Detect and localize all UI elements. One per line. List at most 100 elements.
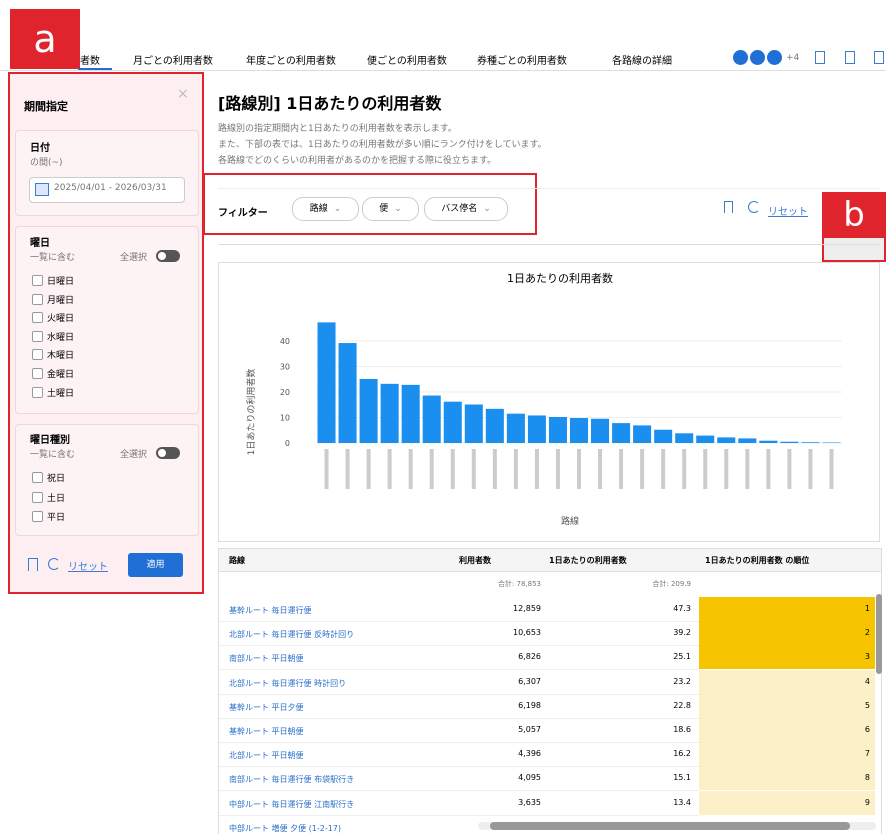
- table-cell: 6: [864, 725, 870, 734]
- bar: [696, 435, 715, 443]
- description-line: 各路線でどのくらいの利用者があるのかを把握する際に役立ちます。: [218, 156, 497, 166]
- table-cell: 23.2: [673, 676, 691, 686]
- v-scrollbar[interactable]: [876, 594, 882, 674]
- checkbox-label: 祝日: [47, 474, 66, 484]
- x-tick-label-placeholder: [471, 449, 476, 489]
- refresh-icon[interactable]: [48, 558, 60, 570]
- bar: [317, 322, 336, 443]
- nav-icon[interactable]: [815, 51, 825, 64]
- description-line: 路線別の指定期間内と1日あたりの利用者数を表示します。: [218, 124, 457, 134]
- nav-icon[interactable]: [874, 51, 884, 64]
- checkbox[interactable]: [32, 312, 43, 324]
- table-cell: 8: [864, 773, 870, 783]
- column-header[interactable]: 1日あたりの利用者数: [549, 556, 627, 565]
- table-cell: 12,859: [513, 604, 541, 613]
- table-cell: 1: [864, 604, 870, 613]
- bar: [506, 413, 525, 443]
- label-a: a: [10, 9, 80, 69]
- x-tick-label-placeholder: [703, 449, 708, 489]
- total-per-day: 合計: 209.9: [652, 580, 691, 588]
- rank-cell: [699, 669, 875, 694]
- weekday-select-all: 全選択: [120, 253, 148, 263]
- bar: [401, 384, 420, 443]
- divider: [218, 188, 880, 189]
- route-link[interactable]: 中部ルート 毎日運行便 江南駅行き: [229, 799, 355, 809]
- nav-tab[interactable]: 券種ごとの利用者数: [477, 56, 567, 67]
- row-divider: [219, 814, 699, 816]
- nav-icon[interactable]: [845, 51, 855, 64]
- filter-bookmark[interactable]: [724, 201, 733, 213]
- bar: [801, 442, 820, 443]
- bar: [422, 395, 441, 443]
- daytype-select-all: 全選択: [120, 450, 148, 460]
- bar: [485, 408, 504, 443]
- checkbox-label: 平日: [47, 513, 66, 523]
- nav-tab[interactable]: 年度ごとの利用者数: [246, 56, 336, 67]
- row-divider: [219, 669, 699, 671]
- table-cell: 3: [864, 652, 870, 662]
- sidebar-reset[interactable]: リセット: [68, 562, 108, 573]
- route-link[interactable]: 基幹ルート 毎日運行便: [229, 606, 312, 615]
- nav-tab[interactable]: 者数: [80, 56, 100, 67]
- date-input[interactable]: [29, 177, 185, 203]
- daytype-card: [15, 424, 199, 536]
- checkbox[interactable]: [32, 349, 43, 361]
- filter-chip[interactable]: バス停名 ⌄: [424, 197, 508, 221]
- nav-tab[interactable]: 各路線の詳細: [612, 56, 672, 67]
- filter-chip[interactable]: 路線 ⌄: [292, 197, 359, 221]
- chip-caret: ⌄: [333, 204, 342, 214]
- x-tick-label-placeholder: [429, 449, 434, 489]
- daytype-toggle[interactable]: [156, 447, 180, 459]
- column-header[interactable]: 1日あたりの利用者数 の順位: [705, 556, 810, 565]
- checkbox[interactable]: [32, 472, 43, 483]
- nav-tab[interactable]: 月ごとの利用者数: [133, 56, 213, 67]
- route-link[interactable]: 中部ルート 増便 夕便 (1-2-17): [229, 823, 342, 833]
- route-link[interactable]: 北部ルート 毎日運行便 時計回り: [229, 678, 347, 688]
- label-b: b: [822, 192, 886, 238]
- checkbox[interactable]: [32, 293, 43, 305]
- column-header[interactable]: 利用者数: [459, 556, 491, 565]
- weekday-label: 曜日: [30, 238, 50, 249]
- apply-button[interactable]: 適用: [128, 553, 183, 577]
- route-link[interactable]: 南部ルート 毎日運行便 布袋駅行き: [229, 775, 355, 785]
- table-cell: 25.1: [673, 652, 691, 662]
- panel-controls[interactable]: [822, 236, 886, 262]
- filter-reset[interactable]: リセット: [768, 207, 808, 218]
- route-link[interactable]: 基幹ルート 平日夕便: [229, 702, 304, 712]
- route-link[interactable]: 北部ルート 毎日運行便 反時計回り: [229, 630, 355, 640]
- checkbox-label: 金曜日: [47, 370, 75, 380]
- description-line: また、下部の表では、1日あたりの利用者数が多い順にランク付けをしています。: [218, 140, 547, 150]
- bar: [338, 343, 357, 443]
- route-link[interactable]: 南部ルート 平日朝便: [229, 654, 304, 664]
- table-cell: 6,307: [518, 676, 541, 686]
- checkbox[interactable]: [32, 275, 43, 286]
- date-hint: の間(~): [30, 158, 63, 168]
- filter-refresh[interactable]: [748, 201, 760, 213]
- close-icon[interactable]: ×: [177, 86, 189, 102]
- h-scrollbar[interactable]: [478, 822, 876, 830]
- table-cell: 4,396: [518, 749, 541, 759]
- checkbox[interactable]: [32, 368, 43, 379]
- bookmark-icon[interactable]: [28, 558, 38, 571]
- checkbox[interactable]: [32, 491, 43, 503]
- nav-bar: [0, 36, 886, 71]
- y-tick-label: 40: [280, 337, 290, 346]
- route-link[interactable]: 基幹ルート 平日朝便: [229, 727, 304, 736]
- x-tick-label-placeholder: [598, 449, 603, 489]
- route-link[interactable]: 北部ルート 平日朝便: [229, 751, 304, 761]
- chip-label: 路線: [309, 204, 328, 214]
- weekday-toggle[interactable]: [156, 250, 180, 262]
- x-tick-label-placeholder: [808, 449, 813, 489]
- filter-chip[interactable]: 便 ⌄: [362, 197, 419, 221]
- checkbox-label: 土日: [47, 493, 66, 504]
- x-tick-label-placeholder: [534, 449, 539, 489]
- checkbox[interactable]: [32, 330, 43, 342]
- checkbox[interactable]: [32, 386, 43, 398]
- column-header[interactable]: 路線: [229, 556, 245, 565]
- table-cell: 16.2: [673, 749, 691, 759]
- checkbox[interactable]: [32, 511, 43, 522]
- nav-tab[interactable]: 便ごとの利用者数: [367, 56, 447, 67]
- bar: [675, 433, 694, 443]
- bar: [717, 437, 736, 443]
- data-table: 路線 利用者数 1日あたりの利用者数 1日あたりの利用者数 の順位 合計: 78,853…: [218, 548, 882, 834]
